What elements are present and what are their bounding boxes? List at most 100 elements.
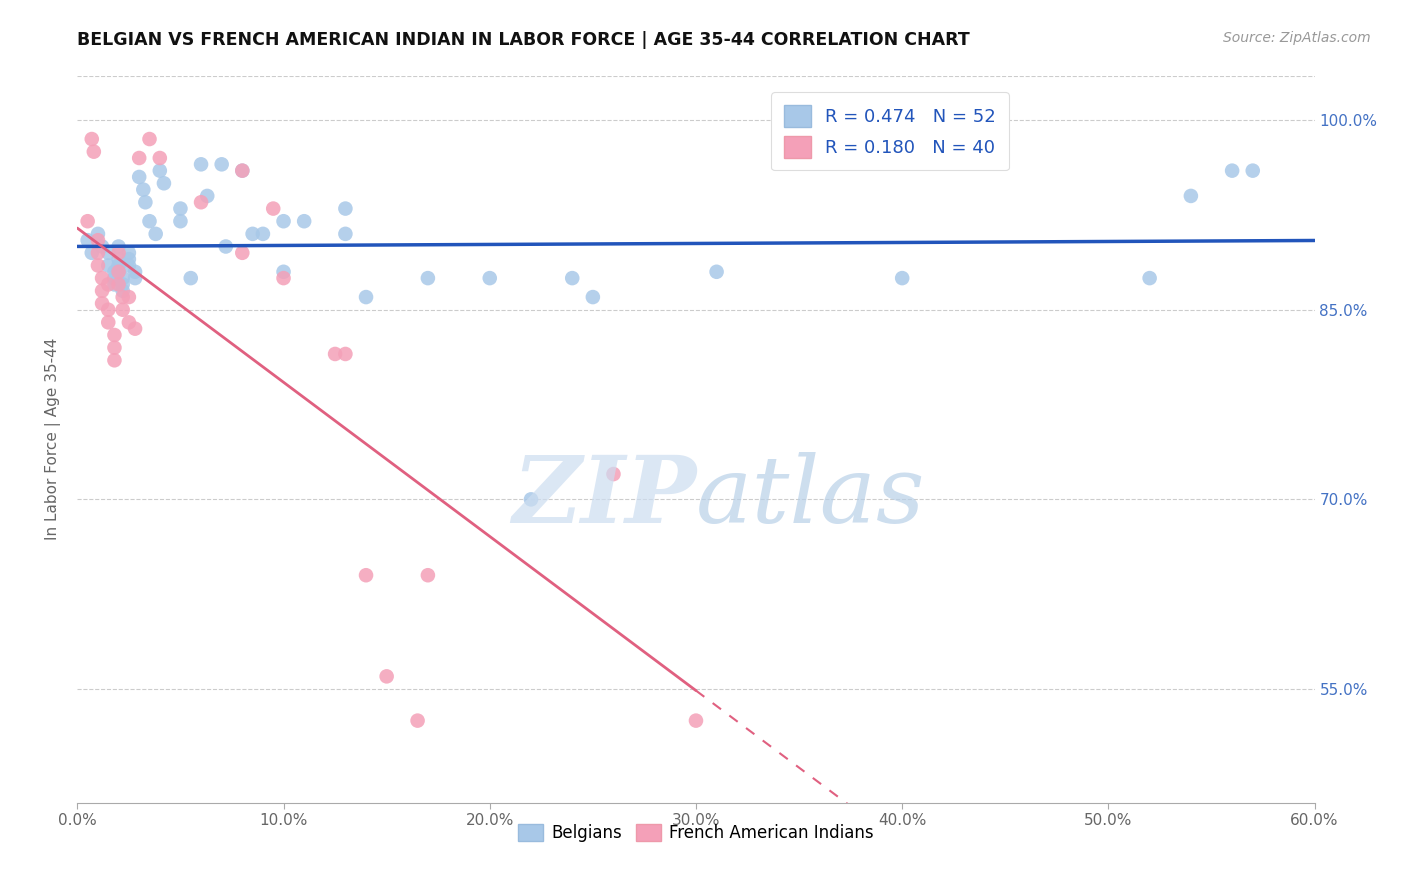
Point [91,284,114,298]
Point [76,233,98,247]
Point [375,669,398,683]
Point [231,163,253,178]
Point [169,202,191,216]
Point [134,195,156,210]
Point [273,214,295,228]
Point [335,347,357,361]
Point [1220,163,1243,178]
Point [891,271,914,285]
Point [91,271,114,285]
Point [124,271,146,285]
Point [520,492,543,507]
Point [561,271,583,285]
Point [478,271,501,285]
Point [582,290,605,304]
Text: atlas: atlas [696,452,925,542]
Point [107,239,129,253]
Point [80,132,103,146]
Point [107,265,129,279]
Point [107,259,129,273]
Point [111,284,134,298]
Point [124,265,146,279]
Point [252,227,274,241]
Point [138,214,160,228]
Point [128,151,150,165]
Point [76,214,98,228]
Point [103,265,125,279]
Point [103,271,125,285]
Point [1241,163,1264,178]
Point [97,245,120,260]
Point [107,265,129,279]
Point [685,714,707,728]
Point [118,252,141,267]
Point [416,271,439,285]
Point [231,163,253,178]
Point [97,259,120,273]
Point [124,321,146,335]
Point [335,202,357,216]
Point [231,245,253,260]
Text: BELGIAN VS FRENCH AMERICAN INDIAN IN LABOR FORCE | AGE 35-44 CORRELATION CHART: BELGIAN VS FRENCH AMERICAN INDIAN IN LAB… [77,31,970,49]
Point [145,227,167,241]
Point [292,214,315,228]
Point [87,245,110,260]
Point [111,271,134,285]
Point [416,568,439,582]
Point [97,302,120,317]
Point [80,245,103,260]
Point [87,233,110,247]
Point [190,195,212,210]
Text: Source: ZipAtlas.com: Source: ZipAtlas.com [1223,31,1371,45]
Point [118,245,141,260]
Point [262,202,284,216]
Point [138,132,160,146]
Point [335,227,357,241]
Point [180,271,202,285]
Point [111,302,134,317]
Point [354,568,377,582]
Text: ZIP: ZIP [512,452,696,542]
Point [111,290,134,304]
Point [107,252,129,267]
Point [215,239,238,253]
Point [273,265,295,279]
Point [118,290,141,304]
Point [153,176,176,190]
Point [149,163,172,178]
Point [118,259,141,273]
Point [706,265,728,279]
Point [87,227,110,241]
Point [406,714,429,728]
Point [91,239,114,253]
Point [323,347,346,361]
Point [132,183,155,197]
Point [103,341,125,355]
Point [103,328,125,343]
Point [169,214,191,228]
Legend: Belgians, French American Indians: Belgians, French American Indians [512,817,880,849]
Point [128,169,150,184]
Y-axis label: In Labor Force | Age 35-44: In Labor Force | Age 35-44 [45,338,62,541]
Point [107,277,129,292]
Point [97,277,120,292]
Point [211,157,233,171]
Point [190,157,212,171]
Point [111,277,134,292]
Point [97,315,120,329]
Point [83,145,105,159]
Point [602,467,624,481]
Point [1139,271,1161,285]
Point [118,315,141,329]
Point [103,277,125,292]
Point [354,290,377,304]
Point [1180,189,1202,203]
Point [242,227,264,241]
Point [107,245,129,260]
Point [149,151,172,165]
Point [87,259,110,273]
Point [103,353,125,368]
Point [195,189,218,203]
Point [273,271,295,285]
Point [91,296,114,310]
